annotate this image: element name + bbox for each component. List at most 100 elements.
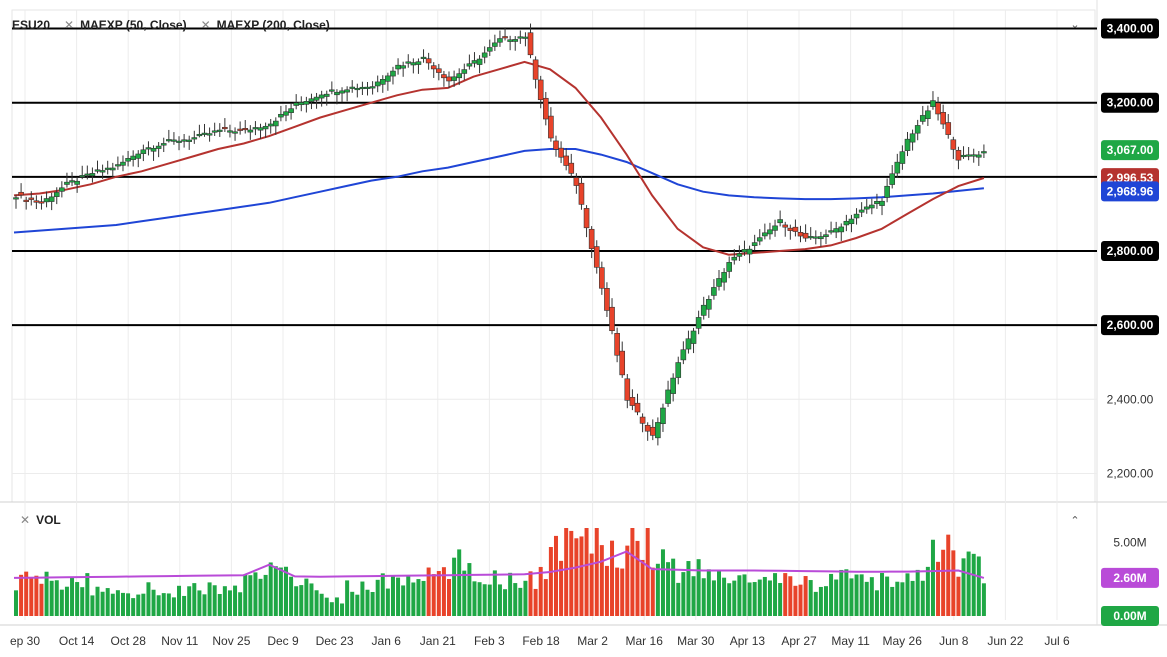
candle: [874, 200, 880, 205]
volume-bar: [304, 578, 309, 616]
candle: [28, 197, 35, 200]
volume-bar: [930, 539, 935, 616]
volume-bar: [233, 585, 238, 616]
candle: [176, 140, 182, 143]
candle: [288, 108, 294, 113]
volume-bar: [976, 556, 981, 616]
candle: [680, 349, 687, 361]
volume-bar: [686, 561, 691, 616]
candle: [451, 76, 457, 81]
volume-bar: [880, 573, 885, 616]
candle: [196, 133, 203, 137]
x-tick-label: Jan 21: [420, 634, 456, 648]
volume-bar: [268, 562, 273, 616]
volume-bar: [671, 558, 676, 616]
candle: [405, 61, 412, 64]
volume-bar: [431, 574, 436, 616]
x-tick-label: Mar 30: [677, 634, 715, 648]
candle: [359, 86, 366, 90]
x-tick-label: Apr 13: [730, 634, 766, 648]
chevron-up-icon[interactable]: ⌃: [1070, 515, 1080, 527]
candle: [425, 58, 432, 64]
ma50-line: [13, 60, 985, 256]
candle: [334, 91, 340, 96]
remove-study-icon[interactable]: ✕: [200, 18, 211, 32]
volume-bar: [441, 567, 446, 616]
candle: [706, 299, 712, 310]
candle: [899, 151, 906, 164]
candle: [675, 362, 682, 378]
volume-bar: [818, 586, 823, 616]
volume-bar: [941, 549, 946, 616]
volume-bar: [283, 566, 288, 616]
candle: [619, 350, 626, 376]
candle: [461, 69, 468, 74]
candle: [537, 79, 544, 101]
candle: [624, 378, 631, 401]
candle: [466, 63, 473, 67]
volume-bar: [19, 574, 24, 616]
volume-bar: [508, 572, 513, 616]
candle: [690, 330, 697, 344]
candle: [125, 158, 131, 162]
volume-bar: [370, 591, 375, 616]
volume-bar: [513, 583, 518, 616]
candle: [18, 191, 24, 196]
candle: [486, 47, 493, 52]
y-tick-label: 2,200.00: [1107, 466, 1154, 480]
candle: [38, 201, 45, 204]
volume-bar: [747, 582, 752, 616]
candle: [323, 93, 330, 97]
volume-bar: [278, 567, 283, 616]
candle: [751, 242, 758, 246]
volume-bar: [85, 573, 90, 616]
candle: [945, 122, 952, 135]
candle: [104, 167, 111, 170]
volume-bar: [24, 571, 29, 616]
candle: [772, 225, 778, 231]
volume-bar: [49, 580, 54, 616]
remove-study-icon[interactable]: ✕: [20, 513, 31, 527]
volume-bar: [793, 585, 798, 616]
candle: [94, 169, 101, 172]
volume-bar: [452, 557, 457, 616]
volume-bar: [487, 584, 492, 616]
candle: [904, 138, 911, 151]
volume-bar: [355, 594, 360, 616]
volume-bar: [956, 576, 961, 616]
volume-bar: [156, 595, 161, 616]
candle: [553, 140, 559, 150]
symbol-label[interactable]: ESU20: [12, 18, 51, 32]
candle: [446, 76, 452, 82]
volume-bar: [421, 580, 426, 616]
volume-bar: [334, 597, 339, 616]
candle: [818, 236, 824, 240]
chevron-down-icon[interactable]: ⌄: [1070, 19, 1080, 31]
study-ma200-label[interactable]: MAEXP (200, Close): [216, 18, 330, 32]
volume-bar: [823, 586, 828, 616]
candle: [522, 36, 529, 39]
volume-bar: [564, 528, 569, 616]
candle: [919, 115, 926, 122]
volume-bar: [773, 573, 778, 616]
volume-zero-tag: 0.00M: [1113, 609, 1146, 623]
volume-bar: [864, 581, 869, 616]
remove-study-icon[interactable]: ✕: [64, 18, 75, 32]
candle: [109, 167, 116, 171]
volume-bar: [141, 593, 146, 616]
candle: [863, 206, 870, 210]
volume-zero-tag-bg: [1101, 606, 1159, 626]
volume-bar: [905, 573, 910, 616]
candle: [257, 127, 264, 131]
x-tick-label: ep 30: [10, 634, 40, 648]
volume-bar: [411, 582, 416, 616]
candle: [593, 246, 600, 268]
ma200-value-tag: 2,968.96: [1107, 184, 1154, 198]
candle: [649, 426, 656, 436]
volume-bar: [966, 551, 971, 616]
candle: [166, 139, 172, 142]
study-ma50-label[interactable]: MAEXP (50, Close): [80, 18, 187, 32]
candle: [950, 139, 957, 150]
volume-bar: [146, 582, 151, 616]
